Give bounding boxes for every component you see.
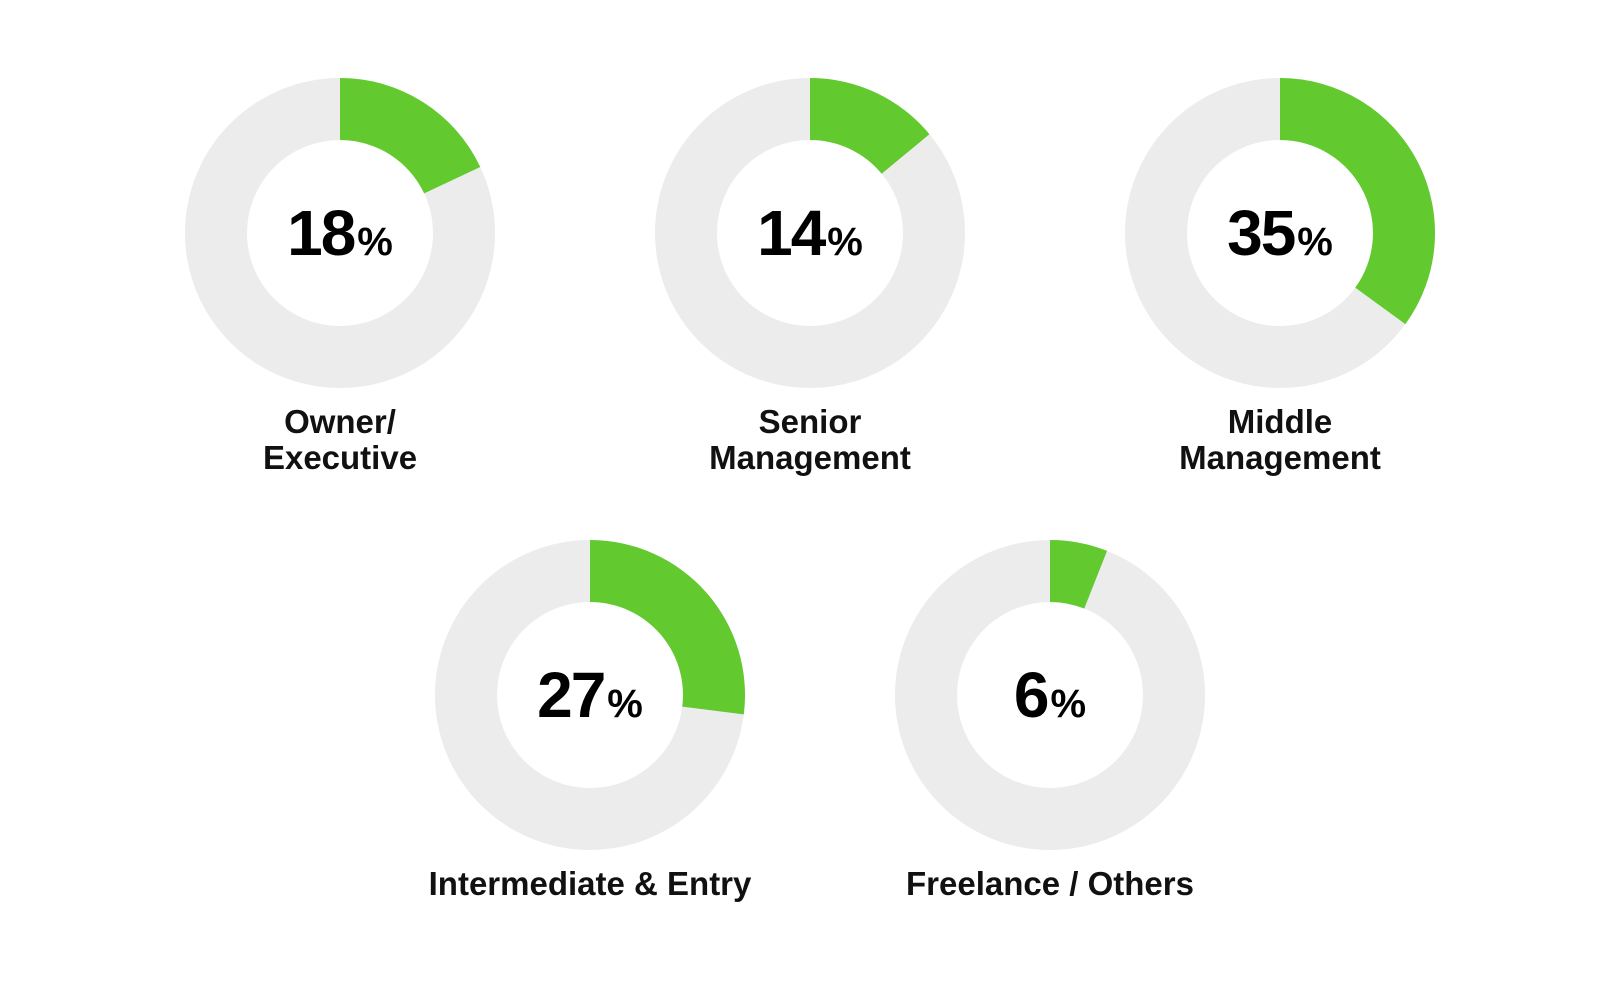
donut-svg: 35% — [1125, 78, 1435, 388]
donut-category-label: Freelance / Others — [840, 866, 1260, 902]
donut-category-label-line: Management — [1179, 439, 1381, 476]
donut-value-unit: % — [1051, 682, 1087, 726]
donut-value-slice — [810, 78, 930, 174]
donut-category-label: Intermediate & Entry — [380, 866, 800, 902]
donut-value-slice — [590, 540, 745, 715]
donut-category-label-line: Owner/ — [284, 403, 396, 440]
donut-svg: 18% — [185, 78, 495, 388]
donut-category-label: Owner/Executive — [130, 404, 550, 476]
donut-value-unit: % — [1297, 220, 1333, 264]
donut-value-number: 27 — [537, 659, 604, 731]
donut-value-number: 18 — [287, 197, 355, 269]
donut-svg: 27% — [435, 540, 745, 850]
donut-category-label: Senior Management — [600, 404, 1020, 476]
donut-value-number: 6 — [1014, 659, 1048, 731]
donut-category-label: Middle Management — [1070, 404, 1490, 476]
donut-value-number: 35 — [1227, 197, 1295, 269]
donut-category-label-line: Freelance / Others — [906, 865, 1194, 902]
donut-item: 27% Intermediate & Entry — [380, 540, 800, 902]
donut-svg: 14% — [655, 78, 965, 388]
donut-value-label: 6% — [1014, 659, 1086, 731]
donut-item: 6% Freelance / Others — [840, 540, 1260, 902]
donut-value-label: 35% — [1227, 197, 1333, 269]
donut-category-label-line: Middle — [1227, 403, 1333, 440]
donut-category-label-line: Intermediate & Entry — [428, 865, 752, 902]
donut-value-label: 27% — [537, 659, 643, 731]
donut-value-unit: % — [607, 682, 643, 726]
donut-value-unit: % — [827, 220, 863, 264]
donut-value-slice — [1280, 78, 1435, 325]
donut-item: 35% Middle Management — [1070, 78, 1490, 476]
donut-item: 18% Owner/Executive — [130, 78, 550, 476]
donut-item: 14% Senior Management — [600, 78, 1020, 476]
donut-category-label-line: Senior — [758, 403, 862, 440]
donut-value-label: 18% — [287, 197, 393, 269]
donut-value-unit: % — [357, 220, 393, 264]
donut-value-label: 14% — [757, 197, 863, 269]
donut-value-slice — [340, 78, 481, 194]
donut-value-slice — [1050, 540, 1108, 609]
donut-category-label-line: Executive — [262, 439, 418, 476]
donut-value-number: 14 — [757, 197, 827, 269]
donut-category-label-line: Management — [709, 439, 911, 476]
donut-svg: 6% — [895, 540, 1205, 850]
